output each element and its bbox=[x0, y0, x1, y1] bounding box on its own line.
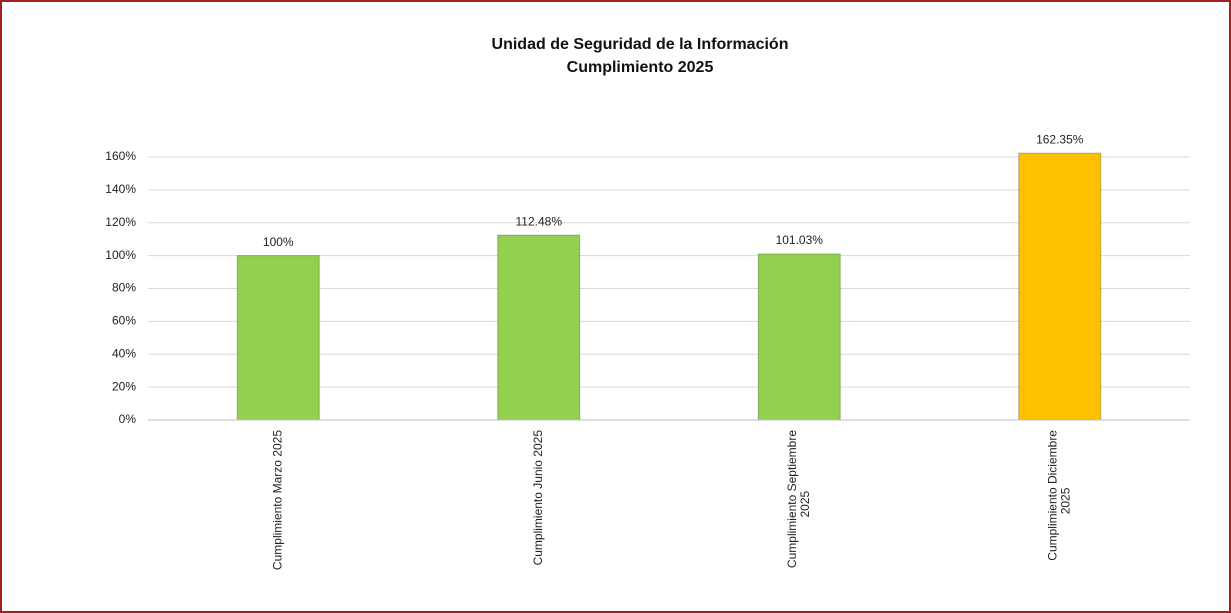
chart-subtitle: Cumplimiento 2025 bbox=[567, 59, 714, 76]
data-label: 162.35% bbox=[1036, 132, 1084, 146]
y-tick-label: 0% bbox=[119, 412, 137, 426]
x-tick-label: Cumplimiento Junio 2025 bbox=[531, 430, 545, 566]
y-tick-label: 160% bbox=[105, 149, 136, 163]
y-tick-label: 40% bbox=[112, 346, 136, 360]
x-tick-label: Cumplimiento Septiembre2025 bbox=[785, 430, 812, 568]
y-tick-label: 120% bbox=[105, 215, 136, 229]
y-tick-label: 80% bbox=[112, 281, 136, 295]
x-tick-label: Cumplimiento Diciembre2025 bbox=[1045, 430, 1072, 561]
y-tick-label: 100% bbox=[105, 248, 136, 262]
data-label: 100% bbox=[263, 235, 294, 249]
bar bbox=[1018, 152, 1102, 421]
data-label: 112.48% bbox=[516, 214, 563, 228]
chart-title: Unidad de Seguridad de la Información bbox=[492, 36, 789, 53]
y-tick-label: 140% bbox=[105, 182, 136, 196]
bar bbox=[757, 253, 841, 421]
y-tick-label: 20% bbox=[112, 379, 136, 393]
bar bbox=[236, 255, 320, 421]
x-tick-label: Cumplimiento Marzo 2025 bbox=[270, 430, 284, 570]
y-tick-label: 60% bbox=[112, 314, 136, 328]
bar bbox=[497, 234, 581, 421]
data-label: 101.03% bbox=[776, 233, 824, 247]
